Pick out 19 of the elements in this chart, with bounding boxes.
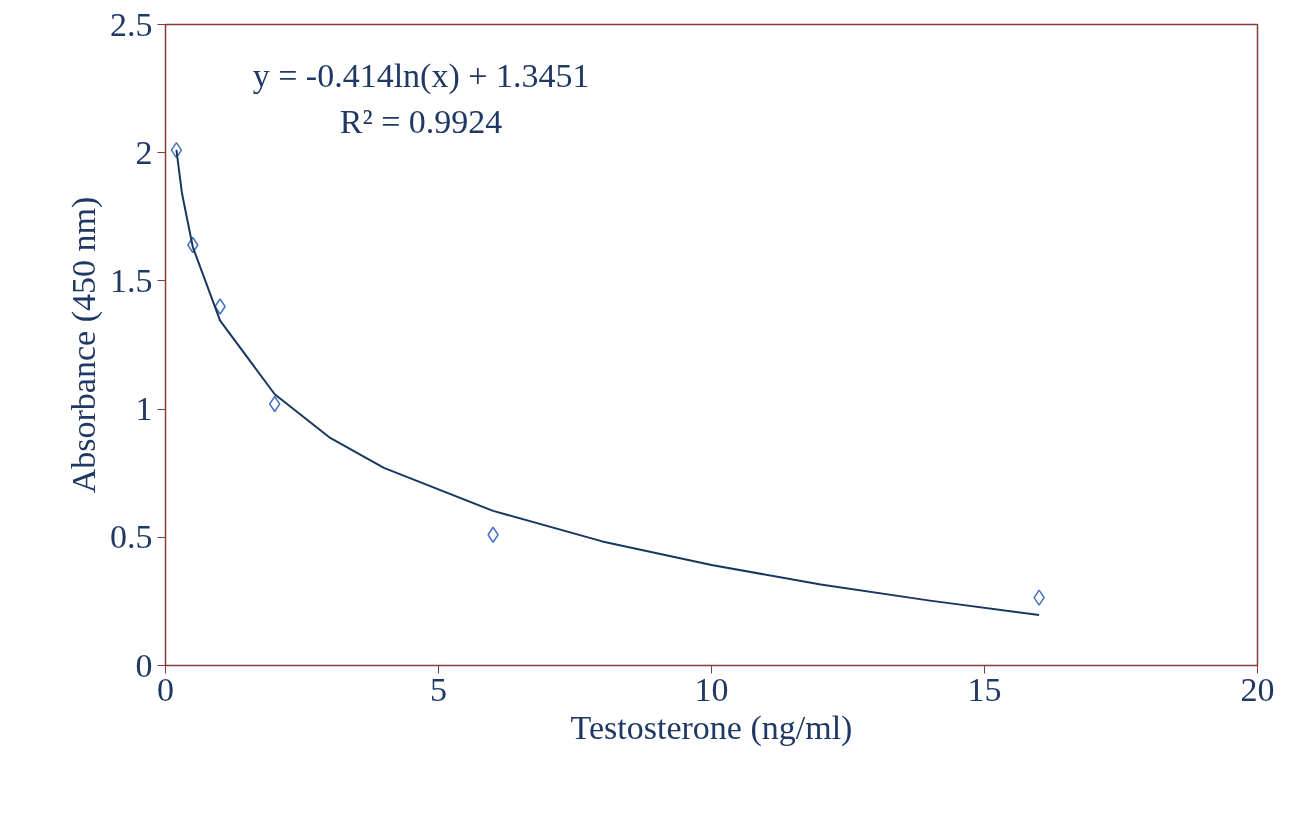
point [268, 395, 281, 413]
point [487, 526, 499, 543]
y-tick-label: 1.5 [110, 261, 153, 299]
annotation: R² = 0.9924 [339, 103, 503, 141]
y-tick-label: 1 [135, 390, 153, 428]
annotation: y = -0.414ln(x) + 1.3451 [252, 57, 590, 96]
y-tick-label: 2 [135, 133, 153, 171]
y-tick-label: 2.5 [110, 5, 153, 43]
x-tick-label: 20 [1240, 670, 1275, 708]
x-tick-label: 5 [430, 670, 447, 708]
x-axis-title: Testosterone (ng/ml) [570, 708, 853, 747]
y-axis-title: Absorbance (450 nm) [65, 196, 103, 494]
x-tick-label: 10 [694, 670, 729, 708]
x-tick-label: 15 [967, 670, 1002, 708]
point [214, 298, 226, 315]
y-tick-label: 0 [135, 646, 153, 684]
point [1033, 589, 1045, 606]
y-tick-label: 0.5 [110, 518, 153, 556]
point [170, 141, 183, 159]
